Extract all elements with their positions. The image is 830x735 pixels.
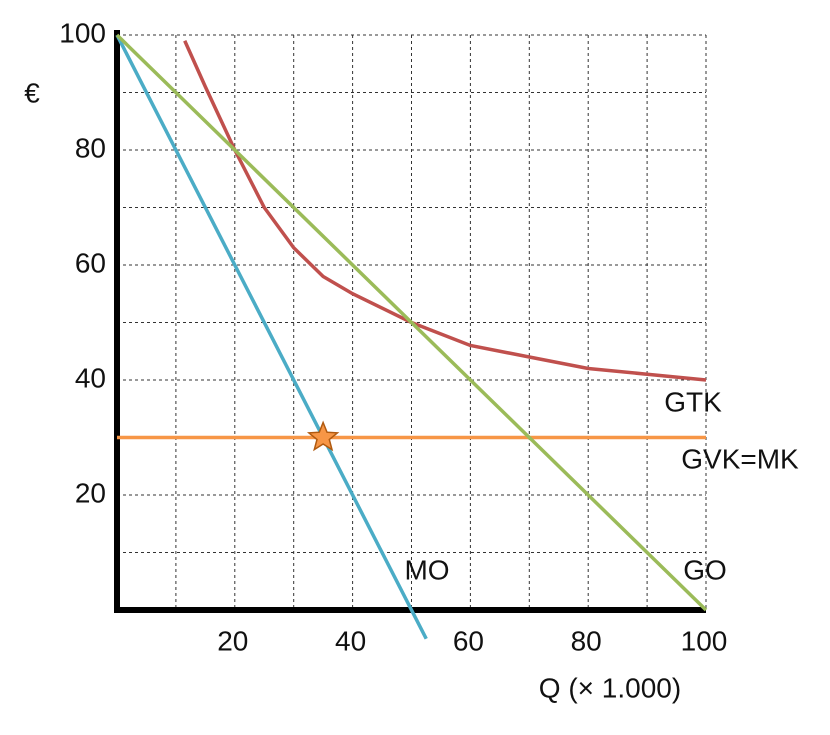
series-label: GVK=MK: [681, 443, 799, 474]
x-tick-label: 20: [217, 625, 248, 656]
y-tick-label: 20: [75, 477, 106, 508]
equilibrium-star: [306, 420, 340, 452]
y-tick-label: 100: [59, 17, 106, 48]
series-label: MO: [404, 554, 449, 585]
y-tick-label: 80: [75, 132, 106, 163]
y-tick-label: 60: [75, 247, 106, 278]
x-tick-label: 100: [681, 625, 728, 656]
x-axis-label: Q (× 1.000): [539, 672, 681, 703]
x-tick-label: 60: [453, 625, 484, 656]
series-label: GTK: [664, 386, 722, 417]
x-tick-label: 40: [335, 625, 366, 656]
series-line: [115, 34, 428, 640]
series-label: GO: [683, 554, 727, 585]
series-line: [183, 40, 707, 382]
y-axis-label: €: [24, 77, 40, 108]
series-line: [115, 33, 708, 612]
y-tick-label: 40: [75, 362, 106, 393]
x-tick-label: 80: [571, 625, 602, 656]
